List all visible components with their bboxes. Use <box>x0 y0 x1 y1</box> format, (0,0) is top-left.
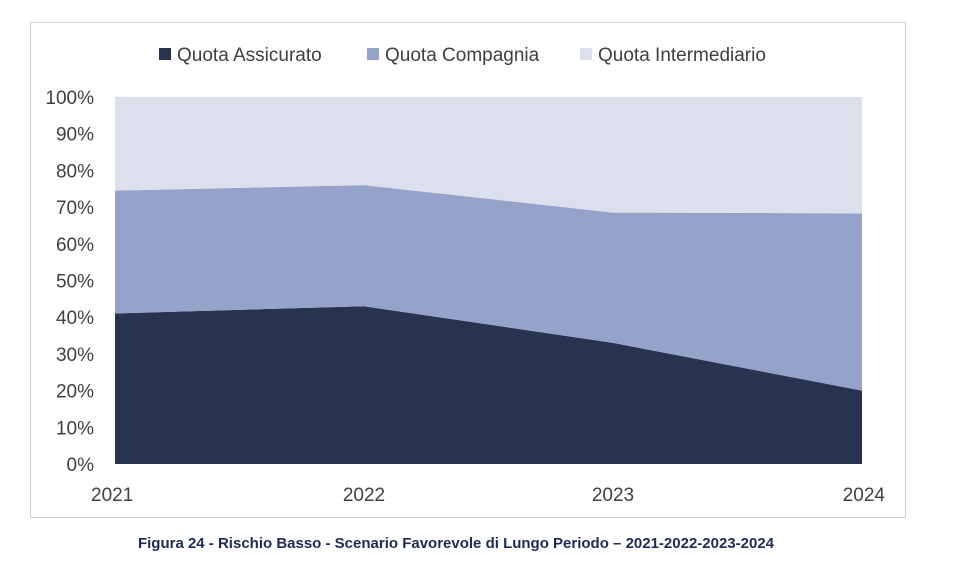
legend-item: Quota Assicurato <box>159 45 322 66</box>
y-tick-label: 20% <box>56 382 94 403</box>
area-quota-intermediario <box>115 97 862 214</box>
y-tick-label: 50% <box>56 272 94 293</box>
legend-swatch <box>580 48 592 60</box>
y-tick-label: 30% <box>56 345 94 366</box>
legend-label: Quota Intermediario <box>598 45 766 66</box>
area-series-group <box>115 97 862 464</box>
x-tick-label: 2023 <box>592 485 634 506</box>
legend-label: Quota Assicurato <box>177 45 322 66</box>
x-tick-label: 2021 <box>91 485 133 506</box>
y-tick-label: 60% <box>56 235 94 256</box>
y-tick-label: 90% <box>56 125 94 146</box>
y-tick-label: 40% <box>56 308 94 329</box>
figure-caption: Figura 24 - Rischio Basso - Scenario Fav… <box>137 535 775 552</box>
stacked-area-chart: 0%10%20%30%40%50%60%70%80%90%100% 2021 20… <box>45 45 885 506</box>
y-tick-label: 70% <box>56 198 94 219</box>
area-quota-assicurato <box>115 306 862 464</box>
y-tick-label: 80% <box>56 161 94 182</box>
y-axis: 0% 10% 20% 30% 40% 50% 60% 70% 80% 90% 100% <box>45 88 94 476</box>
x-tick-label: 2024 <box>843 485 886 506</box>
x-axis: 2021 2022 2023 2024 <box>91 485 885 506</box>
legend-item: Quota Intermediario <box>580 45 766 66</box>
legend-item: Quota Compagnia <box>367 45 540 66</box>
legend: Quota Assicurato Quota Compagnia Quota Int… <box>159 45 766 66</box>
legend-swatch <box>367 48 379 60</box>
area-quota-compagnia <box>115 185 862 391</box>
legend-label: Quota Compagnia <box>385 45 540 66</box>
y-tick-label: 100% <box>45 88 94 109</box>
chart-frame: 0% 10% 20% 30% 40% 50% 60% 70% 80% 90% 100% 2021 20… <box>30 22 906 518</box>
y-tick-label: 10% <box>56 418 94 439</box>
legend-swatch <box>159 48 171 60</box>
y-tick-label: 0% <box>67 455 95 476</box>
x-tick-label: 2022 <box>343 485 385 506</box>
